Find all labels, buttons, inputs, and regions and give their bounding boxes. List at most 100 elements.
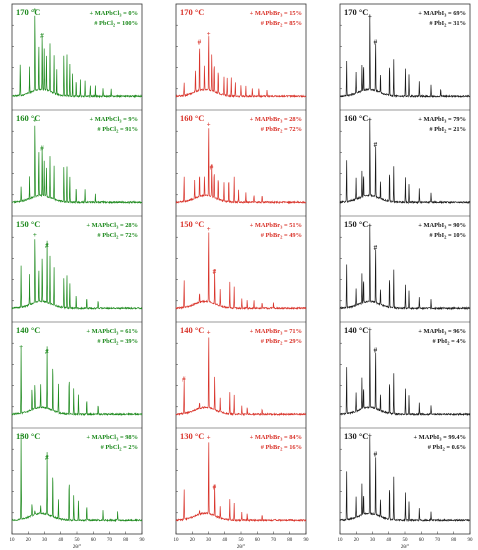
perovskite-fraction: + MAPbCl3 = 28%	[86, 222, 138, 230]
perovskite-fraction: + MAPbI3 = 69%	[418, 10, 466, 18]
x-tick-label: 60	[91, 538, 97, 543]
temperature-label: 160 °C	[344, 113, 368, 123]
precursor-fraction: # PbBr2 = 72%	[261, 126, 302, 134]
x-tick-label: 70	[271, 538, 277, 543]
phase-marker-plus: +	[368, 221, 372, 229]
x-tick-label: 30	[42, 538, 48, 543]
x-tick-label: 60	[255, 538, 261, 543]
perovskite-fraction: + MAPbCl3 = 9%	[90, 116, 138, 124]
xrd-trace	[11, 436, 143, 523]
xrd-panel: + #160 °C + MAPbBr3 = 28% # PbBr2 = 72%	[175, 109, 307, 205]
perovskite-fraction: + MAPbBr3 = 51%	[250, 222, 302, 230]
precursor-fraction: # PbCl2 = 39%	[97, 338, 138, 346]
x-tick-label: 20	[26, 538, 32, 543]
temperature-label: 170 °C	[180, 7, 204, 17]
phase-marker-hash: #	[210, 164, 214, 172]
temperature-label: 170 °C	[344, 7, 368, 17]
xrd-trace	[175, 442, 307, 523]
phase-marker-hash: #	[45, 348, 49, 356]
perovskite-fraction: + MAPbI3 = 99.4%	[413, 434, 466, 442]
perovskite-fraction: + MAPbI3 = 96%	[418, 328, 466, 336]
phase-marker-plus: +	[33, 6, 37, 14]
xrd-trace	[340, 14, 471, 99]
temperature-label: 160 °C	[16, 113, 40, 123]
xrd-panel: + #160 °C + MAPbCl3 = 9% # PbCl2 = 91%	[11, 109, 143, 205]
xrd-trace	[11, 125, 143, 205]
precursor-fraction: # PbI2 = 10%	[429, 232, 466, 240]
precursor-fraction: # PbI2 = 31%	[429, 20, 466, 28]
x-tick-label: 90	[304, 538, 310, 543]
xrd-panel: + #170 °C + MAPbCl3 = 0% # PbCl2 = 100%	[11, 6, 143, 99]
phase-marker-plus: +	[33, 231, 37, 239]
xrd-panel: + #170 °C + MAPbBr3 = 15% # PbBr2 = 85%	[175, 7, 307, 99]
phase-marker-hash: #	[45, 242, 49, 250]
xrd-trace	[175, 128, 307, 205]
x-tick-label: 20	[190, 538, 196, 543]
temperature-label: 140 °C	[180, 325, 204, 335]
xrd-panel: + #130 °C + MAPbCl3 = 98% # PbCl2 = 2%	[11, 427, 143, 523]
precursor-fraction: # PbI2 = 4%	[433, 338, 466, 346]
xrd-trace	[11, 15, 143, 99]
phase-marker-hash: #	[374, 244, 378, 252]
phase-marker-plus: +	[33, 116, 37, 124]
phase-marker-hash: #	[45, 454, 49, 462]
x-tick-label: 70	[107, 538, 113, 543]
temperature-label: 140 °C	[16, 325, 40, 335]
perovskite-fraction: + MAPbBr3 = 84%	[250, 434, 302, 442]
x-tick-label: 50	[239, 538, 245, 543]
temperature-label: 130 °C	[344, 431, 368, 441]
phase-marker-hash: #	[374, 141, 378, 149]
phase-marker-hash: #	[374, 39, 378, 47]
xrd-panel: + #130 °C + MAPbBr3 = 84% # PbBr2 = 16%	[175, 427, 307, 523]
xrd-trace	[175, 36, 307, 99]
xrd-panel: + #140 °C + MAPbI3 = 96% # PbI2 = 4%	[339, 321, 471, 417]
x-tick-label: 70	[435, 538, 441, 543]
precursor-fraction: # PbBr2 = 16%	[261, 444, 302, 452]
precursor-fraction: # PbBr2 = 29%	[261, 338, 302, 346]
x-axis-label: 2θ/°	[401, 545, 409, 550]
phase-marker-plus: +	[368, 115, 372, 123]
perovskite-fraction: + MAPbCl3 = 0%	[90, 10, 138, 18]
phase-marker-plus: +	[207, 433, 211, 441]
phase-marker-hash: #	[40, 145, 44, 153]
x-axis-label: 2θ/°	[237, 545, 245, 550]
x-tick-label: 40	[58, 538, 64, 543]
xrd-panel: + #150 °C + MAPbCl3 = 28% # PbCl2 = 72%	[11, 215, 143, 311]
precursor-fraction: # PbI2 = 0.6%	[428, 444, 466, 452]
perovskite-fraction: + MAPbI3 = 90%	[418, 222, 466, 230]
x-tick-label: 20	[354, 538, 360, 543]
xrd-trace	[175, 337, 307, 417]
phase-marker-hash: #	[213, 483, 217, 491]
phase-marker-plus: +	[207, 328, 211, 336]
x-tick-label: 50	[403, 538, 409, 543]
xrd-trace	[339, 330, 471, 417]
precursor-fraction: # PbBr2 = 85%	[261, 20, 302, 28]
perovskite-fraction: + MAPbBr3 = 71%	[250, 328, 302, 336]
phase-marker-hash: #	[374, 346, 378, 354]
column-frame	[11, 3, 143, 535]
precursor-fraction: # PbCl2 = 100%	[94, 20, 138, 28]
phase-marker-plus: +	[368, 13, 372, 21]
temperature-label: 160 °C	[180, 113, 204, 123]
x-tick-label: 30	[370, 538, 376, 543]
xrd-trace	[339, 436, 471, 523]
x-tick-label: 40	[386, 538, 392, 543]
x-tick-label: 50	[75, 538, 81, 543]
phase-marker-plus: +	[19, 432, 23, 440]
xrd-panel: + #140 °C + MAPbBr3 = 71% # PbBr2 = 29%	[175, 321, 307, 417]
x-tick-label: 80	[451, 538, 457, 543]
perovskite-fraction: + MAPbCl3 = 98%	[86, 434, 138, 442]
x-tick-label: 90	[468, 538, 474, 543]
x-tick-label: 10	[338, 538, 344, 543]
temperature-label: 130 °C	[180, 431, 204, 441]
phase-marker-hash: #	[213, 268, 217, 276]
xrd-panel: + #150 °C + MAPbI3 = 90% # PbI2 = 10%	[339, 215, 471, 311]
precursor-fraction: # PbBr2 = 49%	[261, 232, 302, 240]
xrd-panel: + #150 °C + MAPbBr3 = 51% # PbBr2 = 49%	[175, 215, 307, 311]
perovskite-fraction: + MAPbBr3 = 15%	[250, 10, 302, 18]
phase-marker-plus: +	[368, 326, 372, 334]
precursor-fraction: # PbCl2 = 72%	[97, 232, 138, 240]
xrd-panel: + #130 °C + MAPbI3 = 99.4% # PbI2 = 0.6%	[339, 427, 471, 523]
x-tick-label: 30	[206, 538, 212, 543]
